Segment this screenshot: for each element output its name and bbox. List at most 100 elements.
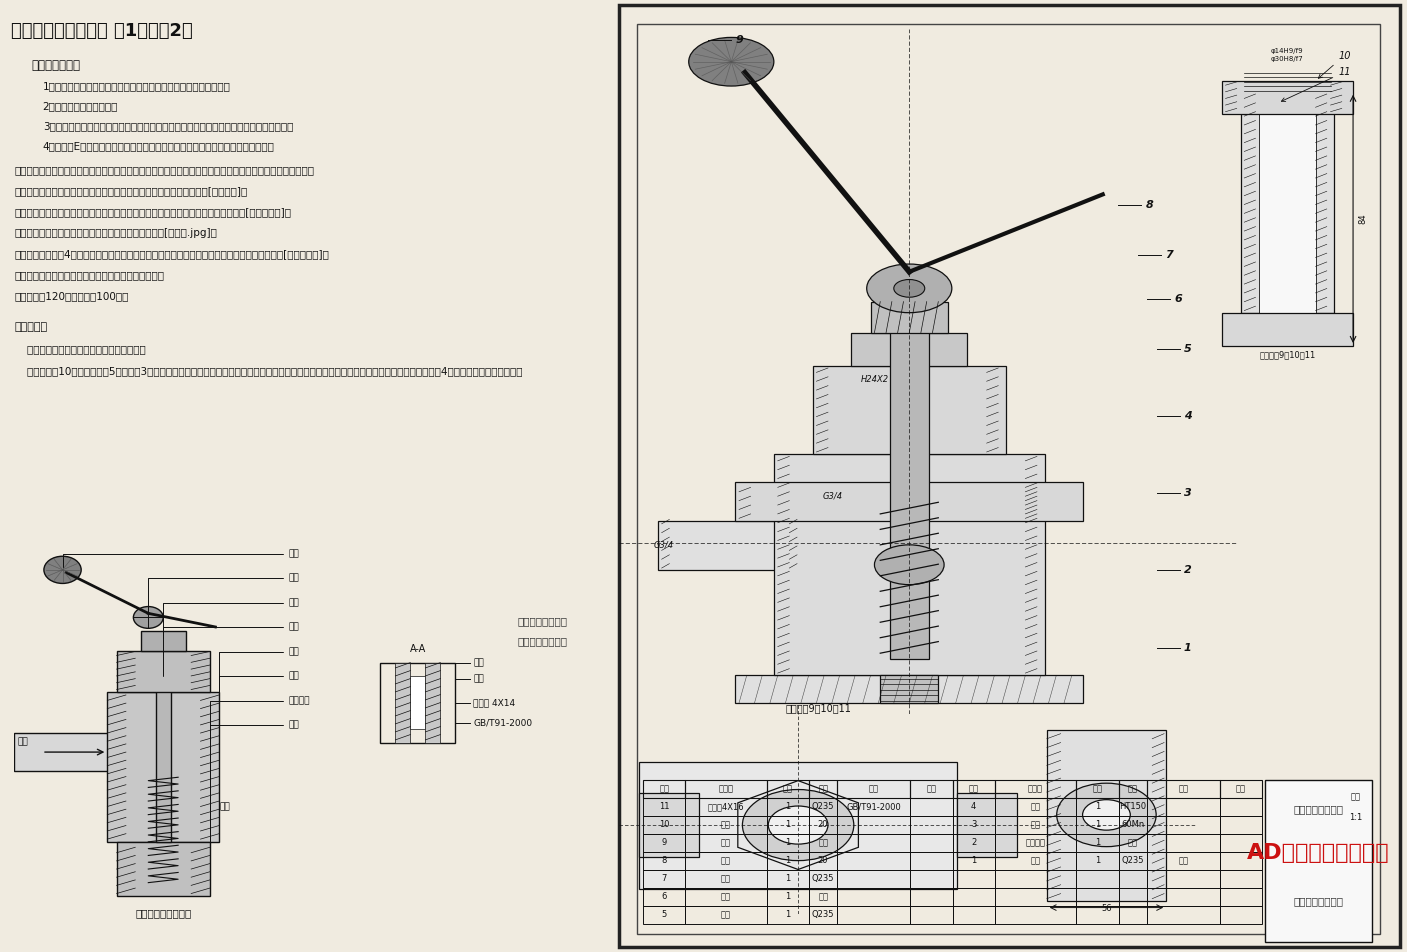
Text: 1: 1	[785, 892, 791, 902]
Text: AD机械三维模型设计: AD机械三维模型设计	[1247, 843, 1390, 863]
Bar	[1076, 780, 1119, 798]
Text: 新来零件9、10、11: 新来零件9、10、11	[785, 703, 851, 713]
Text: 图形技能创新大赛: 图形技能创新大赛	[1293, 804, 1344, 814]
Text: Q235: Q235	[812, 910, 834, 920]
Bar	[1220, 852, 1262, 870]
Text: 代号: 代号	[782, 784, 794, 793]
Bar	[881, 675, 938, 703]
Text: 三、根据装配图将已经建好的零件三维模型进行三维装配，文件命名为[三维装配]。: 三、根据装配图将已经建好的零件三维模型进行三维装配，文件命名为[三维装配]。	[14, 186, 248, 196]
Text: 一、总体说明：: 一、总体说明：	[31, 59, 80, 72]
Bar	[837, 798, 910, 816]
Text: Q235: Q235	[812, 803, 834, 811]
Text: 七、答案文件中不得填写姓名、学校，否则试卷作废。: 七、答案文件中不得填写姓名、学校，否则试卷作废。	[14, 270, 165, 280]
Text: 84: 84	[1359, 213, 1368, 224]
Bar	[995, 798, 1076, 816]
Text: 阀杆: 阀杆	[163, 623, 298, 676]
Text: 螺套: 螺套	[720, 875, 732, 883]
Text: HT150: HT150	[1119, 803, 1147, 811]
Text: 数量: 数量	[817, 784, 829, 793]
Text: 2: 2	[971, 839, 976, 847]
Bar	[1147, 870, 1220, 888]
Text: 螺套: 螺套	[148, 574, 298, 610]
Bar	[953, 780, 995, 798]
Bar	[837, 870, 910, 888]
Bar	[837, 816, 910, 834]
Text: 销钉: 销钉	[473, 674, 484, 684]
Bar	[910, 816, 953, 834]
Text: 4: 4	[1185, 410, 1192, 421]
Circle shape	[1057, 783, 1157, 846]
Bar	[1076, 906, 1119, 924]
Text: 3: 3	[1185, 487, 1192, 498]
Bar	[1220, 870, 1262, 888]
Bar	[1259, 91, 1316, 313]
Bar	[1119, 780, 1147, 798]
Text: 1: 1	[785, 875, 791, 883]
Text: 进口: 进口	[18, 737, 28, 746]
Bar	[889, 316, 929, 659]
Text: 7: 7	[661, 875, 667, 883]
Bar	[809, 852, 837, 870]
Bar	[1221, 81, 1354, 114]
Text: 材料: 材料	[1178, 784, 1189, 793]
Bar	[809, 780, 837, 798]
Text: 工作原理：: 工作原理：	[14, 322, 48, 332]
Bar	[837, 834, 910, 852]
Text: 球头: 球头	[62, 549, 298, 567]
Text: 序号: 序号	[968, 784, 979, 793]
Bar	[685, 816, 767, 834]
Text: 比例: 比例	[1351, 792, 1361, 802]
Bar	[1119, 870, 1147, 888]
Bar	[767, 906, 809, 924]
Bar	[910, 906, 953, 924]
Text: 图形技能创新大赛: 图形技能创新大赛	[518, 636, 568, 646]
Circle shape	[893, 280, 924, 297]
Bar	[774, 454, 1044, 675]
Text: 手动气阀装配示意图: 手动气阀装配示意图	[135, 908, 191, 919]
Bar	[995, 852, 1076, 870]
Bar	[837, 780, 910, 798]
Bar	[837, 906, 910, 924]
Text: 1、所有零件必需自己建模，不得调用标准件，否则该零件不得分；: 1、所有零件必需自己建模，不得调用标准件，否则该零件不得分；	[42, 81, 231, 91]
Bar	[767, 852, 809, 870]
Bar	[1241, 91, 1334, 313]
Text: 五、生成三维分解图，并输出成图形文件，文件命名为[分解图.jpg]。: 五、生成三维分解图，并输出成图形文件，文件命名为[分解图.jpg]。	[14, 228, 217, 238]
Circle shape	[867, 264, 951, 312]
Bar	[767, 816, 809, 834]
Bar	[14, 733, 127, 771]
Bar	[1076, 798, 1119, 816]
Text: 手柄: 手柄	[720, 821, 732, 829]
Bar	[995, 834, 1076, 852]
Bar	[639, 793, 699, 857]
Bar	[1076, 852, 1119, 870]
Text: 1: 1	[1095, 803, 1100, 811]
Bar	[639, 762, 957, 888]
Text: 弹簧: 弹簧	[219, 672, 298, 839]
Bar	[809, 816, 837, 834]
Text: G3/4: G3/4	[654, 541, 674, 549]
Bar	[425, 663, 440, 743]
Text: 1: 1	[971, 857, 976, 865]
Text: 备注: 备注	[1178, 857, 1189, 865]
Text: 56: 56	[1102, 904, 1112, 913]
Text: 铸木: 铸木	[817, 839, 829, 847]
Bar	[685, 780, 767, 798]
Bar	[809, 888, 837, 906]
Bar	[395, 663, 411, 743]
Bar	[1220, 834, 1262, 852]
Bar	[995, 888, 1076, 906]
Text: 备注: 备注	[1235, 784, 1247, 793]
Text: GB/T91-2000: GB/T91-2000	[473, 718, 532, 727]
Text: 底垫: 底垫	[1030, 857, 1041, 865]
Bar	[643, 834, 685, 852]
Text: 手柄: 手柄	[473, 658, 484, 667]
Bar	[871, 302, 948, 332]
Text: 图形技能创新大赛: 图形技能创新大赛	[518, 616, 568, 626]
Bar	[1147, 798, 1220, 816]
Bar	[685, 798, 767, 816]
Bar	[1119, 816, 1147, 834]
Text: 二、根据所给手压阀各零件图建立相应的三维模型，每个零件模型对应一个文件，文件名称即为该零件名称。: 二、根据所给手压阀各零件图建立相应的三维模型，每个零件模型对应一个文件，文件名称…	[14, 165, 314, 175]
Text: 数量: 数量	[1127, 784, 1138, 793]
Text: 2: 2	[1185, 565, 1192, 575]
Bar	[107, 692, 219, 842]
